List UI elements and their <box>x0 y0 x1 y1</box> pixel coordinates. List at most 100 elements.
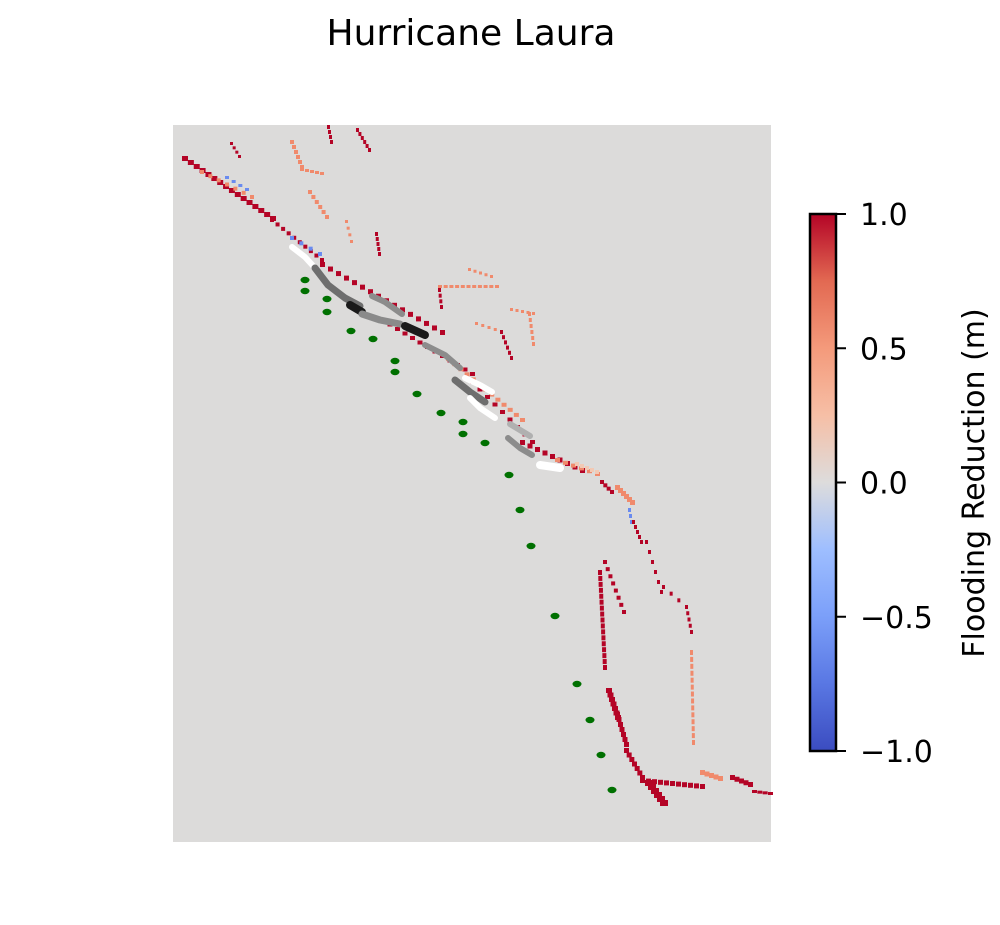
flood-cell <box>601 641 606 647</box>
flood-cell <box>217 180 224 185</box>
levee-gray-segment <box>358 310 404 328</box>
flood-cell <box>580 468 585 473</box>
flood-cell <box>645 780 653 786</box>
flood-cell <box>610 701 617 707</box>
flood-cell <box>651 560 654 564</box>
flood-cell <box>598 587 603 593</box>
flood-cell <box>530 440 535 444</box>
flood-cell <box>408 311 413 317</box>
flood-cell <box>598 575 603 581</box>
flood-cell <box>704 771 710 777</box>
flood-cell <box>654 792 662 798</box>
flood-cell <box>328 130 331 134</box>
flood-cell <box>489 285 494 288</box>
flood-cell <box>692 740 695 745</box>
flood-cell <box>603 483 608 488</box>
flood-cell <box>690 630 693 634</box>
flood-cell <box>228 188 235 193</box>
track-point <box>596 751 606 759</box>
flood-cell <box>600 623 605 629</box>
flood-cell <box>238 184 243 187</box>
flood-cell <box>612 706 618 711</box>
flood-cell <box>555 458 560 462</box>
flood-cell <box>376 242 380 246</box>
flood-cell <box>686 611 690 616</box>
flood-cell <box>327 125 330 129</box>
flood-cell <box>600 480 604 484</box>
flood-cell <box>632 761 637 767</box>
flood-cell <box>225 182 229 187</box>
levee-white-segment <box>536 461 564 472</box>
track-point <box>322 308 332 316</box>
flood-cell <box>690 677 694 683</box>
flood-cell <box>657 796 665 802</box>
colorbar-label: Flooding Reduction (m) <box>957 308 992 657</box>
flood-cell <box>634 766 640 771</box>
flood-cell <box>690 663 694 669</box>
flood-cell <box>493 328 497 331</box>
flood-cell <box>613 588 618 593</box>
flood-cell <box>634 525 637 529</box>
flood-cell <box>473 269 477 273</box>
flood-cell <box>601 629 606 635</box>
flood-cell <box>377 247 381 251</box>
flood-cell <box>230 142 233 145</box>
flood-cell <box>402 331 408 336</box>
flood-cell <box>311 195 316 199</box>
flood-cell <box>424 320 429 326</box>
flood-cell <box>616 595 621 600</box>
flood-cell <box>298 160 302 164</box>
flood-cell <box>315 171 319 174</box>
flood-cell <box>629 514 632 518</box>
flood-cell <box>438 288 441 292</box>
flood-cell <box>743 780 749 786</box>
flood-cell <box>660 590 663 594</box>
flood-cell <box>640 540 643 544</box>
flood-cell <box>320 262 325 267</box>
flood-cell <box>300 165 304 169</box>
flood-cell <box>640 775 645 780</box>
flood-cell <box>225 176 229 179</box>
flood-cell <box>690 656 694 662</box>
flood-cell <box>483 285 488 288</box>
flood-cell <box>657 580 660 584</box>
flood-cell <box>640 778 645 783</box>
flood-cell <box>622 737 628 742</box>
flood-cell <box>292 145 296 149</box>
flood-cell <box>485 395 490 399</box>
flood-cell <box>718 776 723 781</box>
flood-cell <box>438 293 442 298</box>
flood-cell <box>757 790 763 794</box>
flood-cell <box>410 336 415 340</box>
flood-cell <box>417 340 423 345</box>
flood-map <box>173 125 773 842</box>
flood-cell <box>350 240 353 243</box>
flood-cell <box>241 190 246 195</box>
flood-cell <box>320 172 324 175</box>
flood-cell <box>619 602 624 607</box>
flood-cell <box>400 307 405 313</box>
flood-cell <box>515 309 519 312</box>
levee-gray-segment <box>422 342 463 371</box>
flood-cell <box>270 218 274 222</box>
levee-white-segment <box>289 244 318 271</box>
flood-cell <box>363 140 367 144</box>
flood-cell <box>658 779 663 785</box>
flood-cell <box>626 752 632 758</box>
track-point <box>368 335 378 343</box>
flood-cell <box>768 792 773 795</box>
flood-cell <box>314 253 319 258</box>
flood-cell <box>286 231 291 236</box>
flood-cell <box>632 520 635 524</box>
track-point <box>515 506 525 514</box>
flood-cell <box>610 490 614 494</box>
flood-cell <box>616 717 622 722</box>
flood-cell <box>628 508 631 512</box>
hurricane-track-points <box>300 276 617 794</box>
levee-gray-segment <box>507 421 533 439</box>
flood-cell <box>455 285 460 288</box>
flood-cell <box>624 494 629 499</box>
flood-cell <box>193 164 200 169</box>
flood-cell <box>762 791 768 795</box>
